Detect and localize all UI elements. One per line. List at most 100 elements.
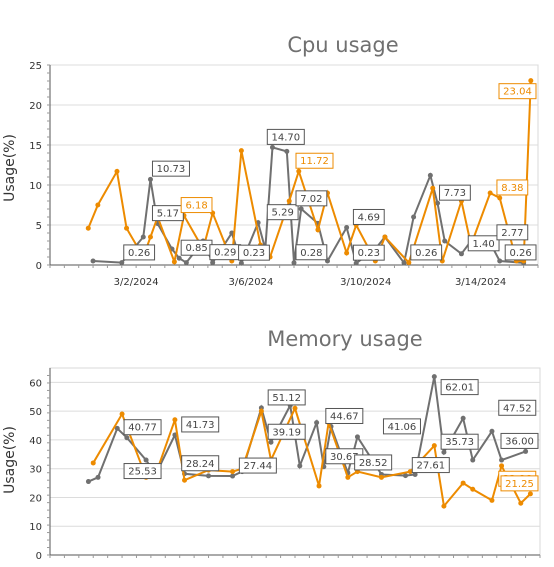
y-tick-label: 0 [36,551,42,562]
data-label: 27.44 [244,461,273,472]
data-label: 0.28 [300,248,322,259]
data-label: 14.70 [271,132,300,143]
data-point [268,439,274,445]
data-point [230,473,236,479]
x-tick-label: 3/14/2024 [455,277,506,288]
y-tick-label: 60 [29,378,42,389]
data-label: 51.12 [272,393,301,404]
data-point [402,473,408,479]
data-point [497,195,503,201]
cpu-usage-chart: Cpu usage Usage(%) 05101520252/29/20243/… [2,33,539,288]
data-label: 8.38 [501,183,523,194]
data-label: 10.73 [157,164,186,175]
data-label-box [500,432,539,449]
data-label-box [352,244,385,261]
data-label: 62.01 [445,383,474,394]
data-point [269,144,275,150]
data-point [441,449,447,455]
data-point [176,255,182,261]
data-point [286,198,292,204]
data-point [119,411,125,417]
data-point [458,251,464,257]
y-tick-label: 50 [29,407,42,418]
data-label: 0.26 [509,248,531,259]
data-point [382,234,388,240]
data-label-box [440,379,479,396]
data-label: 47.52 [503,403,532,414]
data-point [182,477,188,483]
data-label: 7.73 [444,188,466,199]
data-point [171,259,177,265]
data-point [378,474,384,480]
data-point [314,420,320,426]
data-label-box [439,184,471,201]
data-label-box [151,205,184,222]
data-label: 0.26 [415,248,437,259]
data-point [344,224,350,230]
data-point [489,428,495,434]
y-tick-label: 10 [29,522,42,533]
y-tick-label: 10 [29,181,42,192]
data-label-box [266,128,305,145]
data-label-box [295,190,328,207]
data-point [460,480,466,486]
data-point [345,474,351,480]
data-point [470,457,476,463]
data-label-box [382,418,421,435]
data-label: 23.04 [503,87,532,98]
data-label: 4.69 [358,212,380,223]
data-label: 0.26 [128,248,150,259]
data-label-box [266,204,299,221]
data-point [431,374,437,380]
data-point [114,168,120,174]
data-point [353,260,359,266]
data-label: 27.61 [416,461,445,472]
data-label-box [354,454,393,471]
data-label: 41.06 [388,422,417,433]
data-label: 6.18 [185,201,207,212]
data-point [238,148,244,154]
data-label-box [123,463,162,480]
data-point [210,260,216,266]
data-point [431,443,437,449]
data-point [206,473,212,479]
data-point [143,457,149,463]
data-label: 39.19 [272,427,301,438]
data-label: 21.25 [505,479,534,490]
data-label: 0.23 [243,248,265,259]
data-point [229,230,235,236]
data-label-box [267,423,306,440]
data-point [85,479,91,485]
data-label-box [498,83,537,100]
data-label-box [467,235,500,252]
data-point [407,469,413,475]
y-axis-label: Usage(%) [2,426,18,494]
data-label: 5.17 [157,209,179,220]
data-point [172,417,178,423]
data-label-box [181,455,220,472]
data-label: 0.29 [214,248,236,259]
data-point [124,435,130,441]
data-point [470,486,476,492]
y-tick-label: 15 [29,141,42,152]
memory-usage-chart: Memory usage Usage(%) 0 10 20 30 40 50 60 25.53… [2,327,541,562]
data-point [435,200,441,206]
data-label-box [151,160,190,177]
data-point [95,474,101,480]
data-label-box [295,244,328,261]
data-point [487,190,493,196]
data-label-box [440,433,479,450]
data-point [460,415,466,421]
data-point [291,260,297,266]
data-point [119,260,125,266]
data-label-box [295,152,334,169]
plot-area [49,64,539,266]
data-label-box [500,475,539,492]
data-label: 7.02 [300,194,322,205]
data-point [411,214,417,220]
data-label-box [498,399,537,416]
data-label: 30.67 [330,452,359,463]
data-label-box [238,457,277,474]
data-point [284,148,290,154]
data-point [401,260,407,266]
